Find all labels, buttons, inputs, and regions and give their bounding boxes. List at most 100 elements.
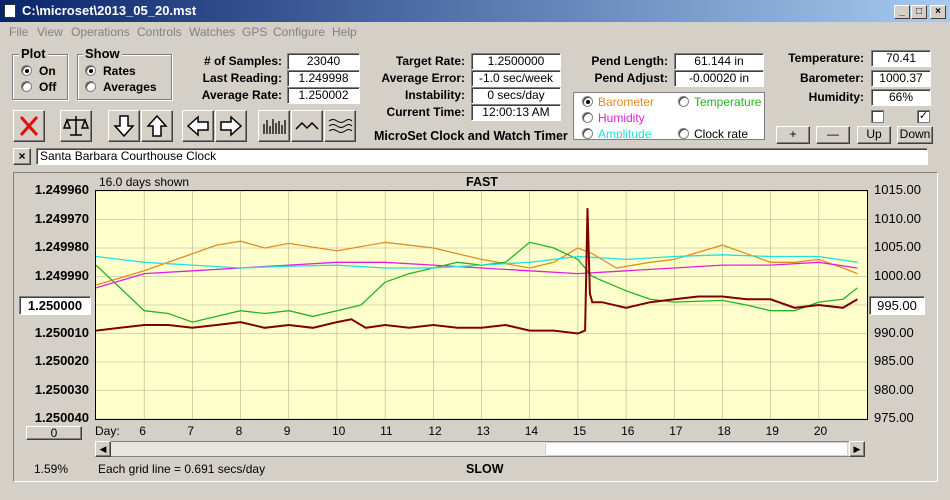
plot-group-label: Plot (19, 46, 48, 61)
x-tick-label: 10 (331, 424, 346, 438)
pend-length-field: 61.144 in (674, 53, 764, 70)
y-right-tick-label: 1000.00 (874, 267, 921, 283)
option-checkbox-1[interactable] (871, 110, 884, 123)
right-value-box[interactable]: 995.00 (869, 296, 925, 315)
maximize-button[interactable]: □ (911, 5, 927, 19)
fast-label: FAST (466, 175, 498, 189)
menu-gps[interactable]: GPS (242, 25, 268, 39)
show-averages-radio[interactable] (85, 81, 96, 92)
series-line-clock-rate (96, 208, 858, 335)
menu-watches[interactable]: Watches (189, 25, 236, 39)
multi-wave-icon (328, 119, 353, 133)
x-tick-label: 20 (813, 424, 828, 438)
wave-icon (295, 121, 319, 130)
scroll-right-arrow[interactable]: ▶ (849, 441, 865, 457)
bottom-value-box[interactable]: 0 (26, 426, 82, 440)
y-left-tick-label: 1.249960 (34, 182, 89, 197)
stop-button[interactable] (13, 110, 45, 142)
show-group (77, 54, 172, 100)
y-left-tick-label: 1.249980 (34, 239, 89, 254)
down-button[interactable]: Down (897, 126, 933, 144)
option-checkbox-2[interactable]: ✓ (917, 110, 930, 123)
temperature-field: 70.41 (871, 50, 931, 67)
scale-icon (62, 116, 90, 136)
app-caption: MicroSet Clock and Watch Timer (374, 129, 568, 143)
app-icon (4, 4, 16, 18)
plot-area[interactable] (95, 190, 868, 420)
plot-on-radio[interactable] (21, 65, 32, 76)
show-group-label: Show (83, 46, 122, 61)
plot-on-label: On (39, 64, 56, 78)
clock-rate-radio[interactable] (678, 128, 689, 139)
humidity-radio[interactable] (582, 112, 593, 123)
bars-icon (263, 119, 286, 134)
series-line-humidity (96, 261, 858, 289)
y-left-tick-label: 1.250040 (34, 410, 89, 425)
plot-off-label: Off (39, 80, 57, 94)
menu-controls[interactable]: Controls (137, 25, 182, 39)
scale-down-button[interactable] (108, 110, 140, 142)
arrow-up-icon (146, 114, 168, 137)
x-tick-label: 12 (428, 424, 442, 438)
pend-adjust-label: Pend Adjust: (594, 71, 668, 85)
minimize-button[interactable]: _ (894, 5, 910, 19)
bars-view-button[interactable] (258, 110, 290, 142)
minus-button[interactable]: — (816, 126, 850, 144)
clear-name-button[interactable]: × (13, 148, 31, 165)
up-button[interactable]: Up (857, 126, 891, 144)
target-rate-field: 1.2500000 (471, 53, 561, 70)
y-right-tick-label: 990.00 (874, 324, 914, 340)
menu-operations[interactable]: Operations (71, 25, 130, 39)
barometer-radio[interactable] (582, 96, 593, 107)
multi-line-view-button[interactable] (324, 110, 356, 142)
average-error-field: -1.0 sec/week (471, 70, 561, 87)
series-line-amplitude (96, 254, 858, 269)
scroll-left-arrow[interactable]: ◀ (95, 441, 111, 457)
temperature-radio[interactable] (678, 96, 689, 107)
temperature-option: Temperature (694, 95, 762, 109)
chart-panel (13, 172, 938, 482)
amplitude-radio[interactable] (582, 128, 593, 139)
y-left-tick-label: 1.250010 (34, 324, 89, 340)
average-rate-field: 1.250002 (287, 87, 360, 104)
humidity-label: Humidity: (808, 90, 864, 104)
balance-button[interactable] (60, 110, 92, 142)
menu-configure[interactable]: Configure (273, 25, 326, 39)
x-icon (19, 116, 39, 136)
close-button[interactable]: × (930, 5, 946, 19)
pend-length-label: Pend Length: (591, 54, 668, 68)
barometer-option: Barometer (598, 95, 655, 109)
x-tick-label: 19 (765, 424, 779, 438)
left-value-box[interactable]: 1.250000 (19, 296, 91, 315)
show-averages-label: Averages (103, 80, 157, 94)
menu-file[interactable]: File (9, 25, 29, 39)
series-line-temperature (96, 241, 858, 323)
last-reading-label: Last Reading: (202, 71, 282, 85)
menu-view[interactable]: View (37, 25, 63, 39)
window-title: C:\microset\2013_05_20.mst (22, 3, 197, 18)
instability-field: 0 secs/day (471, 87, 561, 104)
scroll-left-button[interactable] (182, 110, 214, 142)
menu-bar: File View Operations Controls Watches GP… (0, 22, 950, 42)
temperature-label: Temperature: (788, 51, 864, 65)
y-right-tick-label: 1010.00 (874, 210, 921, 226)
current-time-label: Current Time: (386, 105, 465, 119)
humidity-field: 66% (871, 89, 931, 106)
y-right-tick-label: 1015.00 (874, 182, 921, 197)
grid-note: Each grid line = 0.691 secs/day (98, 462, 266, 476)
scrollbar-thumb[interactable] (545, 442, 848, 456)
y-right-tick-label: 975.00 (874, 410, 914, 425)
scroll-right-button[interactable] (215, 110, 247, 142)
line-view-button[interactable] (291, 110, 323, 142)
x-tick-label: 7 (187, 424, 195, 438)
plot-off-radio[interactable] (21, 81, 32, 92)
menu-help[interactable]: Help (332, 25, 357, 39)
watch-name-field[interactable]: Santa Barbara Courthouse Clock (36, 148, 928, 165)
x-tick-label: 11 (380, 424, 393, 438)
scale-up-button[interactable] (141, 110, 173, 142)
plus-button[interactable]: + (776, 126, 810, 144)
x-tick-label: 16 (621, 424, 635, 438)
chart-svg (96, 191, 867, 419)
average-error-label: Average Error: (381, 71, 465, 85)
show-rates-radio[interactable] (85, 65, 96, 76)
